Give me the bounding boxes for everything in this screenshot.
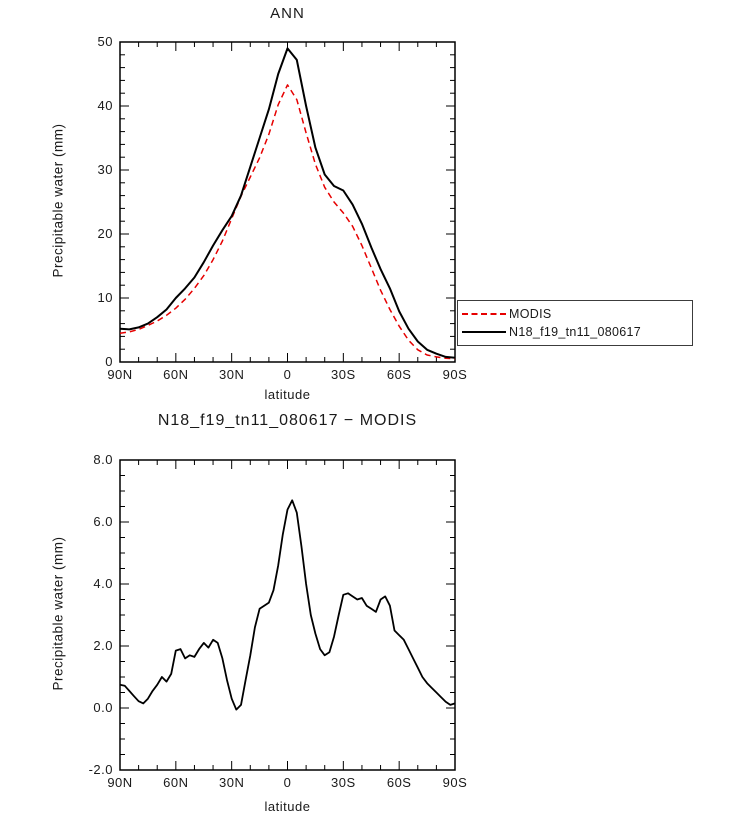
x-tick-label: 30S	[331, 367, 356, 382]
x-tick-label: 0	[284, 775, 292, 790]
legend-row-modis: MODIS	[462, 307, 692, 321]
x-tick-label: 0	[284, 367, 292, 382]
y-tick-label: 40	[98, 98, 113, 113]
y-tick-label: -2.0	[89, 762, 113, 777]
modis-line-sample	[462, 313, 506, 315]
legend-label-model: N18_f19_tn11_080617	[509, 325, 641, 339]
y-tick-label: 10	[98, 290, 113, 305]
difference-line	[119, 499, 456, 711]
y-tick-label: 4.0	[93, 576, 113, 591]
plot-frame	[119, 459, 456, 771]
x-tick-label: 30N	[219, 775, 244, 790]
legend: MODIS N18_f19_tn11_080617	[457, 300, 693, 346]
model-line-sample	[462, 331, 506, 333]
MODIS-line	[119, 84, 456, 360]
y-tick-label: 20	[98, 226, 113, 241]
x-tick-label: 30S	[331, 775, 356, 790]
x-tick-label: 60S	[387, 367, 412, 382]
y-tick-label: 2.0	[93, 638, 113, 653]
y-tick-label: 0	[105, 354, 113, 369]
difference-x-axis-label: latitude	[264, 799, 311, 814]
x-tick-label: 60N	[163, 775, 188, 790]
x-tick-label: 90S	[443, 775, 468, 790]
y-tick-label: 8.0	[93, 452, 113, 467]
ann-chart-title: ANN	[270, 5, 305, 22]
x-tick-label: 90N	[107, 367, 132, 382]
x-tick-label: 90S	[443, 367, 468, 382]
plot-frame	[119, 41, 456, 363]
y-tick-label: 6.0	[93, 514, 113, 529]
y-tick-label: 30	[98, 162, 113, 177]
x-tick-label: 90N	[107, 775, 132, 790]
N18_f19_tn11_080617-line	[119, 47, 456, 359]
legend-row-model: N18_f19_tn11_080617	[462, 325, 692, 339]
y-tick-label: 50	[98, 34, 113, 49]
ann-x-axis-label: latitude	[264, 387, 311, 402]
x-tick-label: 30N	[219, 367, 244, 382]
ann-chart: 90N 60N 30N 0 30S 60S 90S 0 10 20 30 40 50	[98, 34, 468, 382]
legend-label-modis: MODIS	[509, 307, 552, 321]
y-tick-label: 0.0	[93, 700, 113, 715]
x-tick-label: 60S	[387, 775, 412, 790]
x-tick-label: 60N	[163, 367, 188, 382]
difference-chart-title: N18_f19_tn11_080617 − MODIS	[157, 412, 418, 429]
difference-chart: 90N 60N 30N 0 30S 60S 90S -2.0 0.0 2.0 4.0 6.0 8.0	[89, 452, 468, 790]
